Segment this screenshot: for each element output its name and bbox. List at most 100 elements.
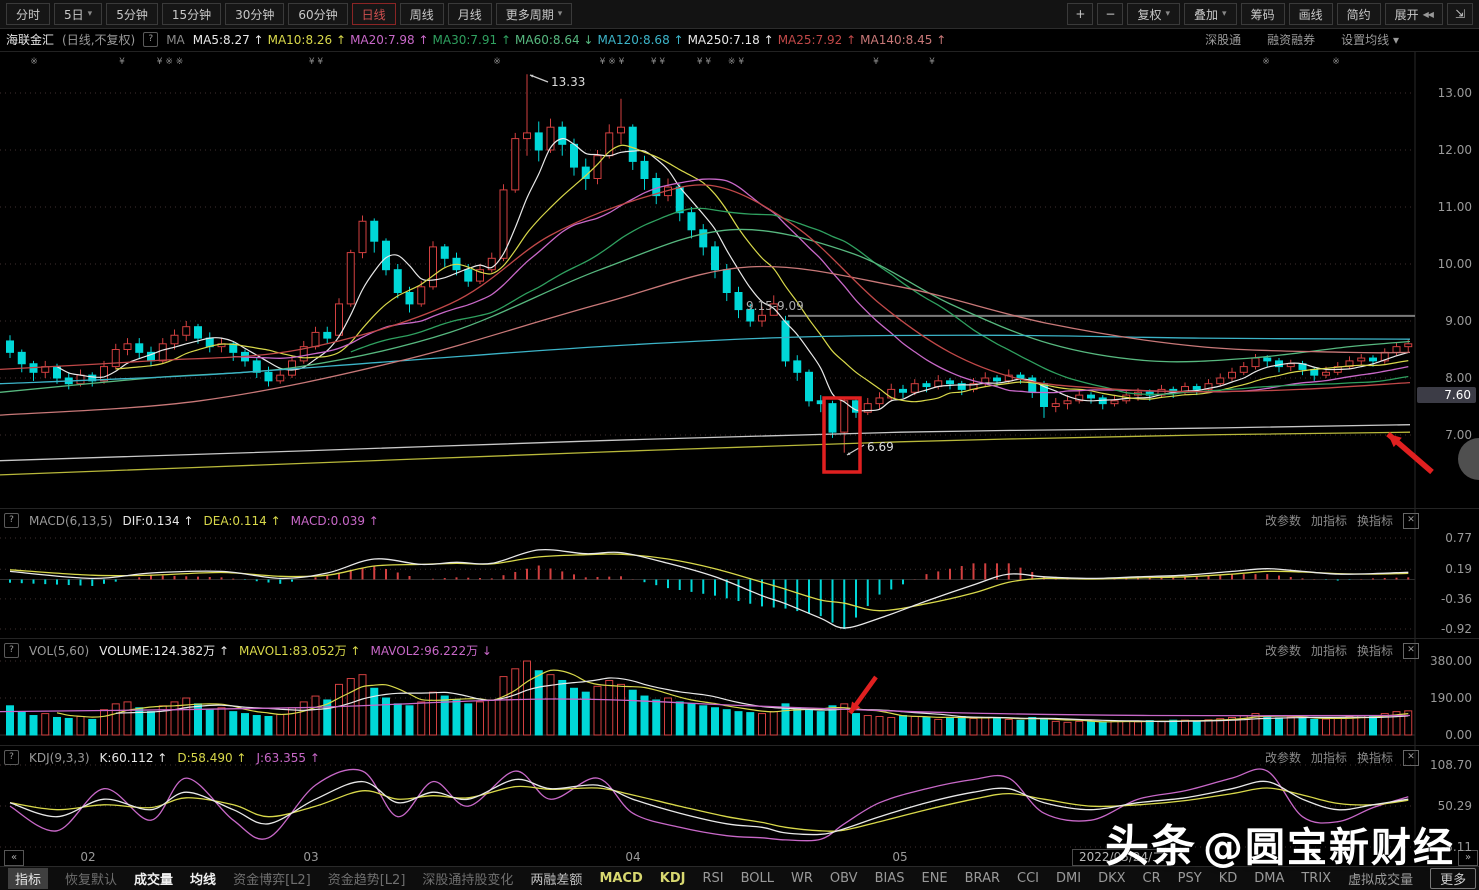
period-5min[interactable]: 5分钟 [106, 3, 158, 25]
psy-tab[interactable]: PSY [1177, 871, 1202, 886]
fund-game-tab[interactable]: 资金博弈[L2] [233, 873, 311, 888]
boll-tab[interactable]: BOLL [740, 871, 775, 886]
bias-tab[interactable]: BIAS [874, 871, 905, 886]
help-icon[interactable]: ? [4, 643, 19, 658]
date-axis-label: 04 [625, 850, 641, 864]
swap-indicator-link[interactable]: 换指标 [1356, 751, 1393, 765]
dkx-tab[interactable]: DKX [1098, 871, 1126, 886]
axis-tick-label: 380.00 [1430, 654, 1472, 668]
floating-widget-button[interactable] [1458, 438, 1479, 480]
more-periods-button[interactable]: 更多周期 ▾ [495, 3, 573, 25]
help-icon[interactable]: ? [4, 750, 19, 765]
svg-text:13.33: 13.33 [551, 75, 585, 89]
period-5day[interactable]: 5日 ▾ [54, 3, 103, 25]
restore-default-button[interactable]: 恢复默认 [65, 873, 118, 888]
indicator-tab[interactable]: 指标 [8, 868, 49, 889]
ma-tab[interactable]: 均线 [190, 873, 217, 888]
cursor-date-label: 2022/05/24/二 [1072, 849, 1172, 866]
brar-tab[interactable]: BRAR [964, 871, 1000, 886]
chart-mode-label: (日线,不复权) [62, 33, 136, 47]
svg-text:¥: ¥ [119, 57, 125, 67]
period-daily[interactable]: 日线 [351, 3, 396, 25]
macd-tab[interactable]: MACD [599, 871, 643, 886]
axis-tick-label: 0.19 [1445, 562, 1472, 577]
change-params-link[interactable]: 改参数 [1264, 751, 1301, 765]
adjust-price-button[interactable]: 复权 ▾ [1127, 3, 1181, 25]
period-weekly[interactable]: 周线 [399, 3, 444, 25]
ma-legend-item: MA140:8.45 ↑ [860, 32, 947, 47]
cci-tab[interactable]: CCI [1017, 871, 1039, 886]
period-fenshi[interactable]: 分时 [6, 3, 51, 25]
volume-panel[interactable]: ? VOL(5,60) VOLUME:124.382万 ↑ MAVOL1:83.052… [0, 638, 1479, 746]
ma-legend-item: MA5:8.27 ↑ [192, 32, 264, 47]
scroll-left-button[interactable]: « [4, 850, 24, 866]
indicator-value: K:60.112 ↑ [99, 750, 168, 765]
rsi-tab[interactable]: RSI [702, 871, 724, 886]
swap-indicator-link[interactable]: 换指标 [1356, 514, 1393, 528]
dma-tab[interactable]: DMA [1254, 871, 1285, 886]
collapse-window-button[interactable]: ⇲ [1446, 3, 1473, 25]
trix-tab[interactable]: TRIX [1301, 871, 1332, 886]
fund-trend-tab[interactable]: 资金趋势[L2] [327, 873, 406, 888]
virtual-volume-tab[interactable]: 虚拟成交量 [1348, 873, 1414, 888]
macd-header: ? MACD(6,13,5) DIF:0.134 ↑ DEA:0.114 ↑ MACD:… [4, 512, 1479, 529]
swap-indicator-link[interactable]: 换指标 [1356, 644, 1393, 658]
indicator-title: MACD(6,13,5) [29, 513, 113, 528]
axis-tick-label: 10.00 [1437, 257, 1472, 271]
chips-button[interactable]: 筹码 [1240, 3, 1285, 25]
indicator-value: MAVOL2:96.222万 ↓ [370, 644, 492, 658]
change-params-link[interactable]: 改参数 [1264, 514, 1301, 528]
kdj-chart-canvas[interactable] [0, 746, 1479, 849]
close-panel-icon[interactable]: ✕ [1403, 642, 1419, 659]
dmi-tab[interactable]: DMI [1056, 871, 1082, 886]
svg-text:¥ ※ ※: ¥ ※ ※ [157, 57, 184, 67]
volume-chart-canvas[interactable] [0, 639, 1479, 746]
margin-trading-link[interactable]: 融资融券 [1267, 33, 1316, 47]
volume-tab[interactable]: 成交量 [134, 873, 174, 888]
candlestick-chart-canvas[interactable]: ※ ¥ ¥ ※ ※ ¥ ¥ ※ ¥ ※ ¥ ¥ ¥ ¥ ¥ ※ ¥ ¥ ¥ ※ ※ 13.33 9.15-9… [0, 52, 1479, 508]
wr-tab[interactable]: WR [791, 871, 813, 886]
overlay-button[interactable]: 叠加 ▾ [1184, 3, 1237, 25]
axis-tick-label: 190.00 [1430, 691, 1472, 705]
szconnect-holding-tab[interactable]: 深股通持股变化 [422, 873, 514, 888]
simple-mode-button[interactable]: 简约 [1336, 3, 1381, 25]
axis-tick-label: -0.92 [1440, 622, 1472, 637]
period-monthly[interactable]: 月线 [447, 3, 492, 25]
period-60min[interactable]: 60分钟 [288, 3, 348, 25]
add-indicator-link[interactable]: 加指标 [1310, 514, 1347, 528]
volume-header: ? VOL(5,60) VOLUME:124.382万 ↑ MAVOL1:83.052… [4, 642, 1479, 659]
period-30min[interactable]: 30分钟 [225, 3, 285, 25]
ene-tab[interactable]: ENE [921, 871, 948, 886]
zoom-out-button[interactable]: − [1097, 3, 1124, 25]
stock-name: 海联金汇 [6, 33, 55, 47]
ma-legend-item: MA10:8.26 ↑ [267, 32, 347, 47]
date-axis-label: 02 [80, 850, 96, 864]
change-params-link[interactable]: 改参数 [1264, 644, 1301, 658]
main-chart-panel[interactable]: ※ ¥ ¥ ※ ※ ¥ ¥ ※ ¥ ※ ¥ ¥ ¥ ¥ ¥ ※ ¥ ¥ ¥ ※ ※ 13.33 9.15-9… [0, 52, 1479, 508]
ma-settings-link[interactable]: 设置均线 ▾ [1341, 33, 1399, 47]
scroll-right-button[interactable]: » [1458, 850, 1478, 866]
kdj-tab[interactable]: KDJ [659, 871, 686, 886]
macd-panel[interactable]: ? MACD(6,13,5) DIF:0.134 ↑ DEA:0.114 ↑ MACD:… [0, 508, 1479, 639]
kd-tab[interactable]: KD [1218, 871, 1238, 886]
margin-diff-tab[interactable]: 两融差额 [530, 873, 583, 888]
date-axis-label: 03 [303, 850, 319, 864]
cr-tab[interactable]: CR [1142, 871, 1161, 886]
add-indicator-link[interactable]: 加指标 [1310, 751, 1347, 765]
zoom-in-button[interactable]: + [1067, 3, 1094, 25]
draw-line-button[interactable]: 画线 [1288, 3, 1333, 25]
help-icon[interactable]: ? [143, 32, 159, 47]
close-panel-icon[interactable]: ✕ [1403, 749, 1419, 766]
more-indicators-button[interactable]: 更多 [1430, 868, 1477, 889]
help-icon[interactable]: ? [4, 513, 19, 528]
close-panel-icon[interactable]: ✕ [1403, 512, 1419, 529]
szconnect-link[interactable]: 深股通 [1205, 33, 1242, 47]
kdj-panel[interactable]: ? KDJ(9,3,3) K:60.112 ↑ D:58.490 ↑ J:63.355 … [0, 745, 1479, 854]
obv-tab[interactable]: OBV [829, 871, 858, 886]
date-axis: « 2022/05/24/二 » 02 03 04 05 [0, 848, 1479, 866]
expand-button[interactable]: 展开 ◀◀ [1384, 3, 1443, 25]
period-15min[interactable]: 15分钟 [161, 3, 222, 25]
svg-text:※: ※ [30, 57, 38, 67]
add-indicator-link[interactable]: 加指标 [1310, 644, 1347, 658]
macd-chart-canvas[interactable] [0, 509, 1479, 639]
